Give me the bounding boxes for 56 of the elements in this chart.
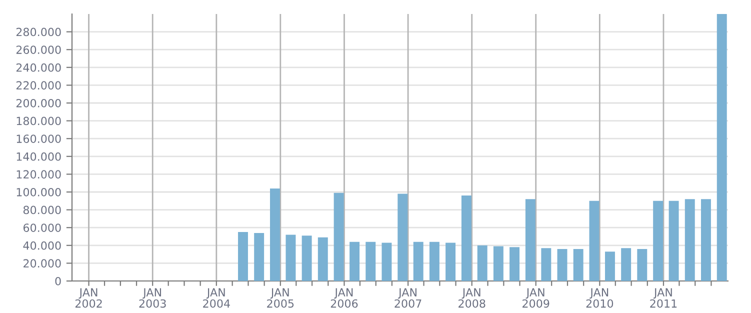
bar: [716, 14, 727, 281]
bar: [589, 200, 600, 281]
y-tick-label: 180.000: [16, 116, 61, 126]
bar: [541, 248, 552, 281]
bar: [382, 242, 392, 281]
y-tick-label: 140.000: [16, 152, 61, 161]
x-tick-label: JAN 2004: [203, 288, 230, 308]
x-tick-label: JAN 2006: [330, 288, 358, 308]
bar: [366, 242, 376, 281]
bar: [668, 200, 679, 281]
bar: [398, 194, 408, 281]
bar: [413, 242, 424, 281]
x-tick-label: JAN 2007: [394, 288, 422, 308]
bar: [254, 232, 264, 281]
y-tick-label: 0: [55, 276, 61, 286]
bar: [270, 188, 280, 281]
bar: [525, 199, 536, 281]
bar: [302, 236, 312, 281]
bar: [605, 252, 615, 281]
y-tick-label: 80.000: [23, 206, 61, 214]
bar: [429, 242, 440, 281]
bar: [493, 246, 504, 281]
bar: [318, 237, 328, 281]
bar: [477, 245, 488, 281]
x-tick-label: JAN 2005: [267, 288, 294, 308]
bar: [286, 234, 296, 281]
x-tick-label: JAN 2009: [522, 288, 550, 308]
y-tick-label: 200.000: [16, 98, 61, 108]
x-tick-label: JAN 2010: [586, 288, 614, 308]
bar: [573, 248, 584, 281]
bar: [653, 200, 664, 281]
y-tick-label: 280.000: [16, 28, 61, 36]
y-tick-label: 240.000: [16, 63, 61, 72]
bar: [700, 199, 711, 281]
y-tick-label: 120.000: [16, 170, 61, 179]
y-tick-label: 40.000: [23, 241, 61, 250]
x-tick-label: JAN 2008: [458, 288, 486, 308]
y-tick-label: 220.000: [16, 81, 61, 90]
bar: [334, 192, 344, 281]
bar: [557, 248, 568, 281]
y-tick-label: 160.000: [16, 134, 61, 143]
y-tick-label: 60.000: [23, 224, 61, 232]
y-tick-label: 260.000: [16, 46, 61, 54]
bar: [238, 232, 248, 281]
bar: [510, 247, 520, 281]
bar: [350, 242, 360, 281]
x-tick-label: JAN 2011: [650, 288, 677, 308]
x-tick-label: JAN 2002: [75, 288, 102, 308]
y-tick-label: 100.000: [16, 188, 61, 196]
x-tick-label: JAN 2003: [139, 288, 166, 308]
bar: [446, 242, 456, 281]
bar: [637, 248, 648, 281]
bar: [461, 196, 472, 281]
bar: [621, 248, 632, 281]
bar: [684, 199, 695, 281]
y-tick-label: 20.000: [24, 259, 61, 268]
